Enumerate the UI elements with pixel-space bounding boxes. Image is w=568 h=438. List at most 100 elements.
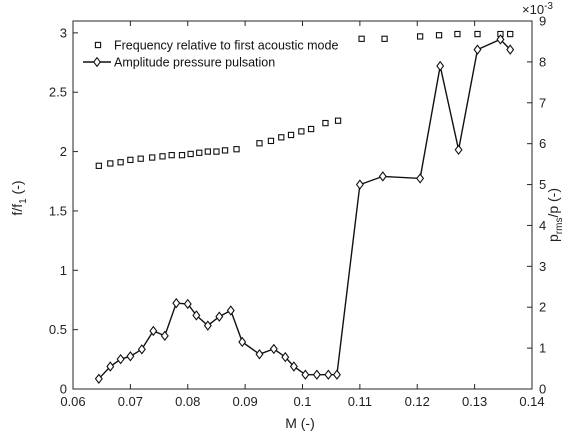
diamond-marker — [496, 34, 505, 45]
square-marker — [137, 155, 144, 162]
square-marker — [196, 149, 203, 156]
square-marker — [454, 30, 461, 38]
right-y-tick-label: 9 — [539, 14, 546, 29]
square-marker — [213, 148, 220, 155]
left-y-tick-label: 1.5 — [49, 203, 67, 218]
diamond-marker — [355, 179, 364, 190]
left-y-tick-label: 1 — [60, 263, 67, 278]
diamond-marker — [332, 369, 341, 380]
diamond-marker — [192, 310, 201, 321]
left-y-axis-title: f/f1 (-) — [9, 180, 29, 215]
diamond-marker — [160, 330, 169, 342]
square-marker — [322, 119, 329, 127]
series-layer — [94, 30, 515, 384]
square-marker — [507, 30, 514, 38]
square-marker — [168, 151, 175, 159]
x-axis-title: M (-) — [285, 415, 315, 431]
legend-label: Amplitude pressure pulsation — [114, 56, 275, 70]
left-y-axis-title-sub: 1 — [18, 198, 29, 204]
square-marker — [278, 134, 285, 141]
diamond-marker — [281, 351, 290, 363]
square-marker — [416, 33, 424, 40]
diamond-marker — [215, 311, 224, 322]
square-marker — [107, 160, 114, 167]
right-y-tick-label: 3 — [539, 259, 546, 274]
series-square — [95, 30, 514, 169]
series-line — [98, 38, 511, 380]
square-marker — [159, 153, 166, 160]
right-y-tick-label: 7 — [539, 95, 546, 110]
right-axis-exponent-power: -3 — [544, 1, 553, 12]
right-y-axis-title-suffix: /p (-) — [545, 188, 561, 218]
diamond-marker — [149, 325, 158, 337]
square-marker — [267, 137, 275, 145]
right-y-tick-label: 2 — [539, 300, 546, 315]
left-y-tick-label: 2 — [60, 144, 67, 159]
diamond-marker — [301, 369, 310, 380]
left-y-axis-title-main: f/f — [9, 204, 25, 216]
series-diamond — [94, 34, 515, 384]
square-marker — [149, 154, 156, 161]
x-tick-label: 0.11 — [348, 394, 372, 409]
square-marker — [287, 131, 295, 139]
square-marker — [298, 128, 305, 135]
right-y-tick-label: 6 — [539, 136, 546, 151]
diamond-marker — [126, 351, 135, 362]
axes: 0.06 0.07 0.08 0.09 0.1 0.11 0.12 0.13 0.1400.51… — [49, 14, 546, 410]
square-marker — [334, 117, 342, 124]
diamond-marker — [255, 349, 264, 360]
left-y-tick-label: 2.5 — [49, 85, 67, 100]
diamond-marker — [106, 361, 115, 372]
x-tick-label: 0.12 — [405, 394, 430, 409]
square-marker — [187, 150, 194, 158]
square-marker — [381, 35, 388, 42]
diamond-marker — [172, 297, 181, 309]
left-y-tick-label: 3 — [60, 25, 67, 40]
square-marker — [94, 41, 102, 49]
legend: Frequency relative to first acoustic mod… — [83, 39, 338, 70]
left-y-axis-title-suffix: (-) — [9, 180, 25, 198]
x-tick-label: 0.06 — [60, 394, 85, 409]
diamond-marker — [324, 369, 333, 380]
diamond-marker — [238, 336, 247, 348]
square-marker — [221, 147, 229, 154]
x-tick-label: 0.14 — [519, 394, 544, 409]
x-tick-label: 0.1 — [293, 394, 311, 409]
diamond-marker — [312, 369, 321, 380]
diamond-marker — [137, 344, 146, 355]
x-tick-label: 0.07 — [118, 394, 143, 409]
right-y-tick-label: 8 — [539, 54, 546, 69]
diamond-marker — [94, 373, 103, 384]
diamond-marker — [183, 298, 192, 310]
diamond-marker — [226, 305, 235, 316]
square-marker — [95, 162, 102, 169]
diamond-marker — [116, 353, 125, 365]
square-marker — [307, 125, 315, 133]
diamond-marker — [289, 361, 298, 372]
square-marker — [233, 146, 240, 153]
diamond-marker — [269, 343, 278, 355]
diamond-marker — [416, 173, 425, 184]
left-y-tick-label: 0 — [60, 382, 67, 397]
diamond-marker — [378, 171, 387, 182]
right-y-axis-title: prms/p (-) — [545, 188, 565, 242]
square-marker — [204, 148, 211, 155]
square-marker — [435, 32, 443, 39]
right-axis-exponent: ×10-3 — [522, 1, 553, 17]
right-y-axis-title-main: p — [545, 234, 561, 242]
square-marker — [358, 35, 365, 42]
diamond-marker — [436, 60, 445, 72]
right-y-tick-label: 4 — [539, 218, 546, 233]
right-y-axis-title-sub: rms — [554, 218, 565, 235]
diamond-marker — [473, 44, 482, 55]
plot-frame — [72, 20, 533, 390]
square-marker — [127, 156, 134, 164]
diamond-marker — [506, 44, 515, 55]
left-y-tick-label: 0.5 — [49, 322, 67, 337]
right-y-tick-label: 0 — [539, 382, 546, 397]
square-marker — [474, 30, 481, 38]
diamond-marker — [454, 144, 463, 156]
x-tick-label: 0.13 — [462, 394, 487, 409]
square-marker — [178, 151, 186, 159]
